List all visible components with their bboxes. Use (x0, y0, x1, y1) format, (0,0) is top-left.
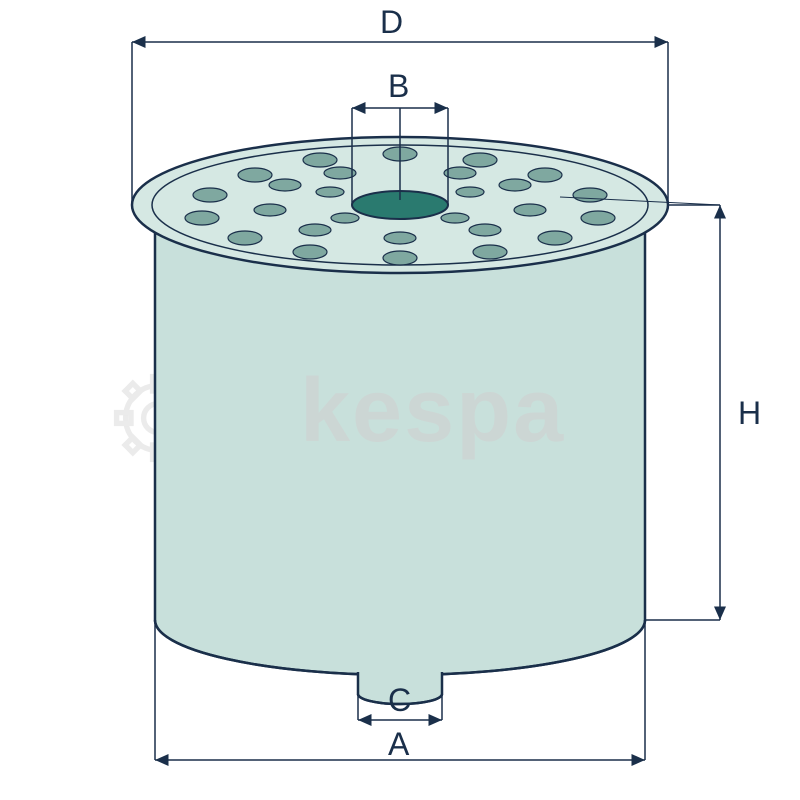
diagram-canvas: kespa D B H C A (0, 0, 800, 800)
label-a: A (388, 726, 409, 763)
label-h: H (738, 395, 761, 432)
filter-diagram (0, 0, 800, 800)
label-b: B (388, 68, 409, 105)
label-d: D (380, 4, 403, 41)
filter-body (155, 205, 645, 675)
label-c: C (388, 682, 411, 719)
